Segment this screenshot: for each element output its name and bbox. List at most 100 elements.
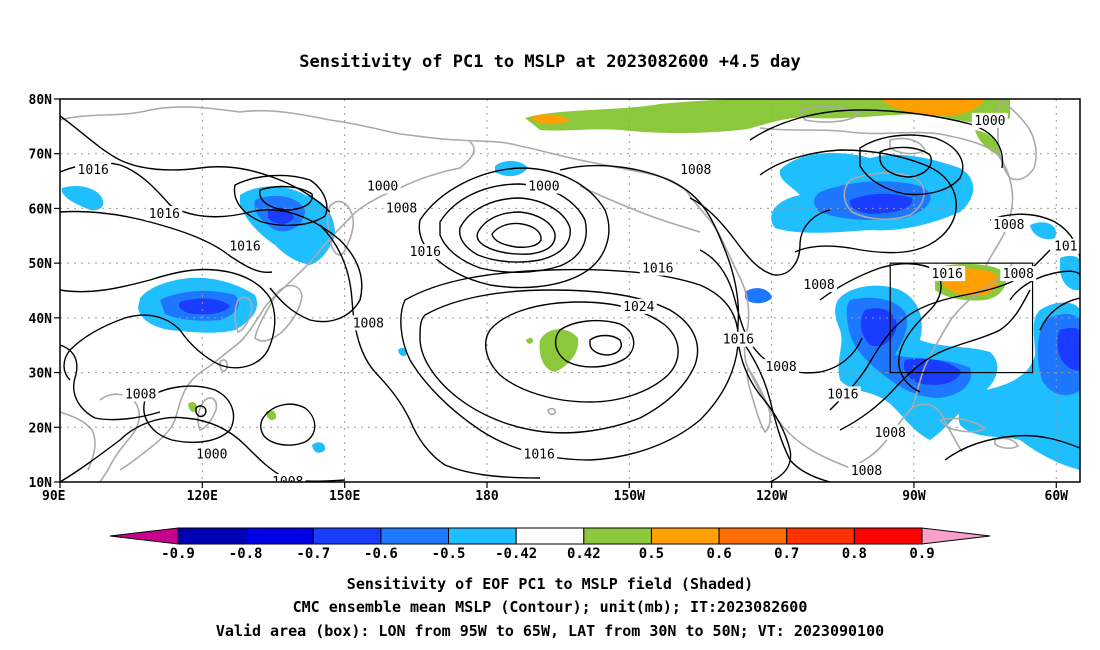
- lon-tick-label: 90E: [42, 489, 65, 504]
- colorbar-swatch: [380, 527, 450, 545]
- contour-label-bg: [350, 315, 387, 331]
- contour-label: 1008: [386, 201, 417, 216]
- valid-area-box: [889, 262, 1034, 374]
- contour-1000-low: [259, 185, 313, 211]
- coast-east-us: [911, 263, 1013, 409]
- colorbar-label: 0.42: [567, 546, 601, 562]
- contour-label-bg: [1000, 266, 1037, 282]
- contour-label: 1016: [149, 207, 180, 222]
- contour-1016-na: [699, 249, 863, 374]
- contour-label-bg: [269, 474, 306, 482]
- contour-label: 1000: [196, 448, 227, 463]
- colorbar-swatch: [245, 527, 314, 545]
- coast-aleutians: [579, 185, 701, 233]
- grid-lines: [60, 99, 1080, 482]
- contour-wpac-small: [259, 403, 316, 446]
- shade-china-negative-3: [178, 298, 230, 315]
- shade-canada-negative-3: [849, 193, 913, 214]
- coast-kamchatka: [326, 200, 355, 256]
- caption-line-2: CMC ensemble mean MSLP (Contour); unit(m…: [293, 598, 808, 616]
- coast-korea: [234, 296, 253, 333]
- shade-atlantic-negative-3: [1057, 327, 1080, 371]
- coast-india-east: [60, 411, 96, 471]
- shade-pacific-small: [526, 337, 534, 344]
- coast-baja: [746, 366, 771, 434]
- colorbar-swatch: [718, 527, 788, 545]
- shade-wpac-positive: [188, 402, 198, 412]
- contour-label-bg: [971, 112, 1008, 128]
- colorbar-label: -0.9: [161, 546, 195, 562]
- colorbar-label: 0.6: [706, 546, 731, 562]
- contour-label-bg: [1051, 238, 1080, 254]
- contour-pac-high-core: [589, 334, 622, 356]
- contour-label: 1016: [932, 267, 963, 282]
- contour-label: 1008: [272, 475, 303, 490]
- shade-mid-small: [398, 347, 408, 357]
- coast-arctic-islands: [798, 105, 862, 123]
- shade-arctic-orange-2: [530, 114, 570, 125]
- contour-1000-wpac: [143, 385, 235, 443]
- coast-caribbean: [994, 437, 1020, 449]
- contour-label-bg: [801, 277, 838, 293]
- contour-label: 1000: [974, 114, 1005, 129]
- contour-1008-npac: [319, 224, 541, 479]
- lat-tick-label: 80N: [29, 93, 53, 108]
- contour-low-canada-inner: [879, 146, 932, 178]
- contour-box-front: [819, 263, 942, 393]
- contour-label: 1000: [528, 180, 559, 195]
- coast-indochina: [99, 393, 141, 482]
- colorbar-swatch: [177, 527, 247, 545]
- colorbar-swatch: [448, 527, 517, 545]
- colorbar-swatch: [786, 527, 855, 545]
- colorbar-swatch: [853, 527, 923, 545]
- lon-tick-label: 90W: [902, 489, 926, 504]
- contour-label: 1024: [623, 300, 654, 315]
- coast-japan: [254, 284, 303, 342]
- lon-tick-label: 180: [475, 489, 499, 504]
- coast-hawaii: [547, 407, 556, 416]
- colorbar-label: -0.42: [495, 546, 537, 562]
- colorbar-label: 0.8: [842, 546, 867, 562]
- contour-1008-na: [689, 197, 831, 276]
- contour-label-bg: [620, 298, 657, 314]
- contour-pac-high-inner: [554, 319, 635, 368]
- contour-1008-sw: [60, 344, 161, 421]
- shade-atlantic-right: [1060, 255, 1080, 291]
- contour-label: 1008: [353, 316, 384, 331]
- contour-label-bg: [929, 266, 966, 282]
- coast-taiwan: [219, 359, 228, 373]
- contour-label-bg: [677, 162, 714, 178]
- contour-label: 1008: [765, 360, 796, 375]
- contour-label-bg: [525, 178, 562, 194]
- lon-tick-label: 150E: [329, 489, 360, 504]
- contour-1008-low: [233, 174, 328, 227]
- contour-label: 1008: [803, 278, 834, 293]
- coast-nw-america: [741, 281, 851, 469]
- contour-pac-low-2: [439, 183, 587, 273]
- contour-pac-high-outer: [400, 268, 739, 461]
- colorbar-swatch: [583, 527, 652, 545]
- contour-label-bg: [146, 205, 183, 221]
- contour-1016-canada: [759, 149, 957, 254]
- shade-pacific-positive: [539, 329, 579, 372]
- contour-label: 1008: [680, 163, 711, 178]
- contour-pac-high-1016: [419, 289, 699, 434]
- contour-label-bg: [824, 386, 861, 402]
- longitude-axis: 90E 120E 150E 180 150W 120W 90W 60W: [42, 482, 1068, 504]
- lat-tick-label: 40N: [29, 312, 53, 327]
- lon-tick-label: 120W: [756, 489, 787, 504]
- contour-label-bg: [990, 216, 1027, 232]
- map-frame: [59, 98, 1081, 483]
- colorbar-swatch: [515, 527, 585, 545]
- lon-tick-label: 120E: [187, 489, 218, 504]
- contour-label: 1016: [642, 262, 673, 277]
- colorbar-low-arrow: [109, 527, 179, 545]
- contour-pac-low-5: [491, 222, 542, 248]
- contour-label: 1008: [993, 218, 1024, 233]
- contour-1000-canada: [859, 134, 964, 196]
- contour-asia-mid: [60, 268, 276, 381]
- colorbar-label: -0.5: [432, 546, 466, 562]
- map-panel: 1016 1016 1016 1000 1008 1016 1000 1008 1016 1024…: [60, 99, 1080, 490]
- lat-tick-label: 10N: [29, 476, 53, 491]
